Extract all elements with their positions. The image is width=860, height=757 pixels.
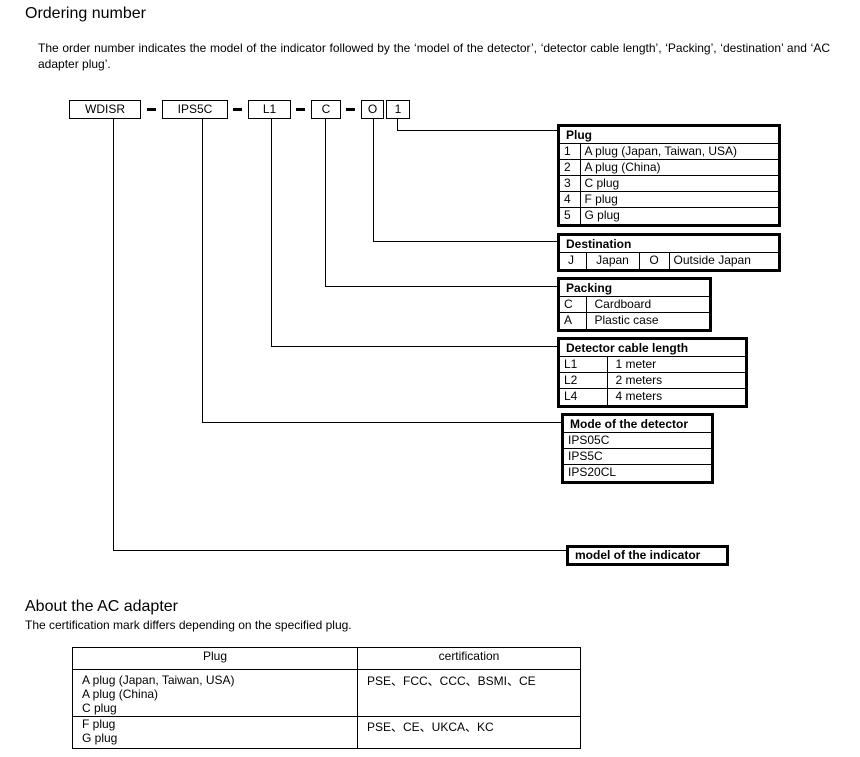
connector [113,550,566,551]
section-subtitle: The certification mark differs depending… [25,618,352,632]
page-title: Ordering number [25,5,146,22]
destination-code: J [560,252,586,269]
detector-title: Mode of the detector [570,417,689,431]
packing-code: C [560,296,586,313]
destination-table: Destination J Japan O Outside Japan [557,233,781,272]
plug-name: G plug [82,731,118,745]
packing-label: Cardboard [585,296,709,313]
packing-title: Packing [566,281,613,295]
cable-code: L2 [560,372,607,389]
destination-code: O [638,252,669,269]
connector [271,119,272,347]
code-cable: L1 [248,100,291,119]
packing-code: A [560,312,586,329]
connector [397,119,398,131]
plug-name: A plug (China) [82,687,159,701]
intro-text: The order number indicates the model of … [38,41,830,71]
cable-label: 1 meter [606,356,745,373]
plug-name: C plug [82,701,117,715]
table-row: F plug G plug PSE、CE、UKCA、KC [72,716,581,749]
cable-code: L1 [560,356,607,373]
dash [346,108,355,111]
destination-label: Japan [585,252,639,269]
destination-label: Outside Japan [668,252,778,269]
plug-label: C plug [579,175,778,192]
column-header: certification [357,647,581,670]
cable-table: Detector cable length L1 1 meter L2 2 mete… [557,337,748,408]
connector [373,241,558,242]
dash [147,108,156,111]
detector-table: Mode of the detector IPS05C IPS5C IPS20C… [561,413,714,484]
code-packing: C [311,100,341,119]
plug-code: 1 [560,143,580,160]
code-destination: O [361,100,384,119]
plug-label: F plug [579,191,778,208]
plug-title: Plug [566,128,592,142]
code-plug: 1 [386,100,410,119]
connector [271,346,558,347]
packing-table: Packing C Cardboard A Plastic case [557,277,712,332]
cable-label: 4 meters [606,388,745,405]
cable-title: Detector cable length [566,341,689,355]
plug-label: A plug (China) [579,159,778,176]
plug-code: 2 [560,159,580,176]
column-header: Plug [72,647,358,670]
certification: PSE、FCC、CCC、BSMI、CE [357,669,581,717]
dash [296,108,305,111]
plug-code: 3 [560,175,580,192]
dash [233,108,242,111]
table-row: A plug (Japan, Taiwan, USA) A plug (China… [72,669,581,717]
packing-label: Plastic case [585,312,709,329]
detector-model: IPS05C [564,432,711,449]
plug-label: G plug [579,207,778,224]
connector [373,119,374,242]
code-detector: IPS5C [162,100,228,119]
plug-code: 5 [560,207,580,224]
detector-model: IPS20CL [564,464,711,481]
plug-code: 4 [560,191,580,208]
connector [325,119,326,287]
indicator-label: model of the indicator [566,545,729,566]
connector [202,119,203,423]
code-indicator: WDISR [69,100,141,119]
ac-adapter-table: Plug certification A plug (Japan, Taiwan,… [72,647,581,749]
cable-code: L4 [560,388,607,405]
plug-name: A plug (Japan, Taiwan, USA) [82,673,235,687]
connector [202,422,562,423]
plug-label: A plug (Japan, Taiwan, USA) [579,143,778,160]
destination-title: Destination [566,237,632,251]
connector [113,119,114,551]
cable-label: 2 meters [606,372,745,389]
connector [397,130,558,131]
connector [325,286,558,287]
section-title: About the AC adapter [25,598,178,615]
certification: PSE、CE、UKCA、KC [357,716,581,749]
detector-model: IPS5C [564,448,711,465]
plug-name: F plug [82,717,116,731]
